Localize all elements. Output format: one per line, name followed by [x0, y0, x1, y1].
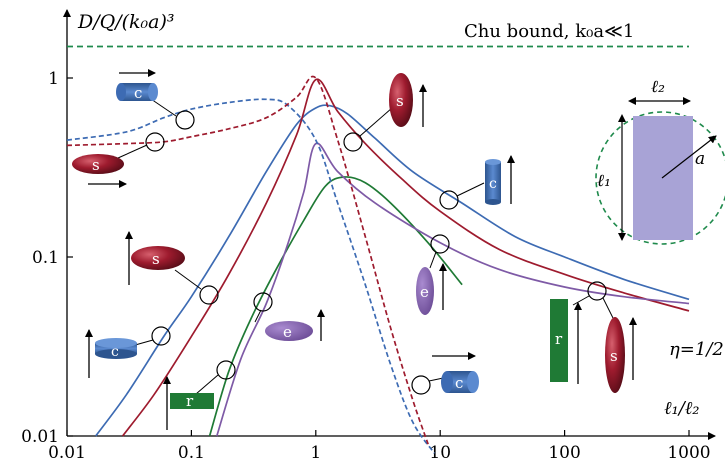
svg-text:c: c — [455, 374, 463, 392]
curve-marker-circle — [145, 132, 165, 152]
x-tick-label: 0.01 — [48, 443, 86, 463]
leader-line — [572, 295, 590, 306]
x-tick-label: 1 — [310, 443, 321, 463]
y-tick-label: 0.1 — [32, 248, 59, 268]
curve-marker-circle — [199, 285, 219, 305]
series-line-spheroid-solid — [121, 78, 690, 437]
svg-text:r: r — [186, 392, 194, 410]
chu-bound-label: Chu bound, k₀a≪1 — [464, 21, 634, 42]
spheroid-icon: s — [389, 73, 413, 127]
curve-marker-circle — [216, 360, 236, 380]
leader-line — [456, 182, 485, 197]
curve-marker-circle — [430, 234, 450, 254]
leader-line — [429, 251, 437, 269]
series-line-spheroid-dashed — [66, 75, 429, 445]
cylinder-icon: c — [485, 159, 501, 205]
curve-marker-circle — [151, 326, 171, 346]
spheroid-icon: s — [72, 154, 124, 174]
spheroid-icon: s — [605, 317, 625, 393]
svg-text:e: e — [420, 283, 429, 301]
svg-text:c: c — [134, 84, 142, 102]
series-line-ellipse-solid — [215, 142, 690, 437]
y-tick-label: 0.01 — [21, 427, 59, 447]
svg-text:s: s — [92, 156, 100, 174]
leader-line — [254, 309, 262, 323]
series-line-cylinder-dashed — [66, 98, 436, 454]
leader-line — [359, 107, 393, 137]
leader-line — [174, 269, 202, 290]
curve-marker-circle — [175, 110, 195, 130]
x-tick-label: 100 — [548, 443, 580, 463]
curve-marker-circle — [411, 375, 431, 395]
svg-text:e: e — [283, 323, 292, 341]
svg-text:s: s — [610, 347, 618, 365]
leader-line — [602, 297, 614, 319]
cylinder-icon: c — [116, 83, 158, 102]
inset-l2-label: ℓ₂ — [651, 77, 665, 97]
curve-marker-circle — [439, 190, 459, 210]
svg-text:r: r — [555, 330, 563, 348]
curve-marker-circle — [343, 132, 363, 152]
svg-text:s: s — [396, 92, 404, 110]
ellipse-icon: e — [416, 267, 434, 315]
cylinder-icon: c — [95, 338, 137, 360]
x-tick-label: 10 — [429, 443, 451, 463]
x-tick-label: 0.1 — [178, 443, 205, 463]
series-line-cylinder-solid — [95, 104, 690, 437]
inset-a-label: a — [695, 149, 705, 169]
series-line-rectangle-solid — [208, 176, 463, 437]
y-tick-label: 1 — [48, 69, 59, 89]
svg-text:c: c — [111, 344, 119, 360]
curve-marker-circle — [253, 292, 273, 312]
spheroid-icon: s — [131, 246, 185, 270]
svg-text:s: s — [152, 250, 160, 268]
ellipse-icon: e — [265, 321, 313, 341]
leader-line — [117, 144, 148, 159]
x-axis-label: ℓ₁/ℓ₂ — [664, 398, 700, 419]
cylinder-icon: c — [441, 371, 479, 393]
eta-label: η=1/2 — [669, 339, 724, 360]
svg-text:c: c — [489, 176, 497, 192]
leader-line — [195, 374, 219, 395]
x-tick-label: 1000 — [667, 443, 710, 463]
curve-marker-circle — [587, 281, 607, 301]
rectangle-icon: r — [550, 299, 568, 382]
y-axis-label: D/Q/(k₀a)³ — [77, 11, 175, 33]
inset-diagram: ℓ₂ ℓ₁ a — [595, 77, 725, 245]
rectangle-icon: r — [170, 392, 214, 410]
inset-l1-label: ℓ₁ — [597, 171, 611, 191]
